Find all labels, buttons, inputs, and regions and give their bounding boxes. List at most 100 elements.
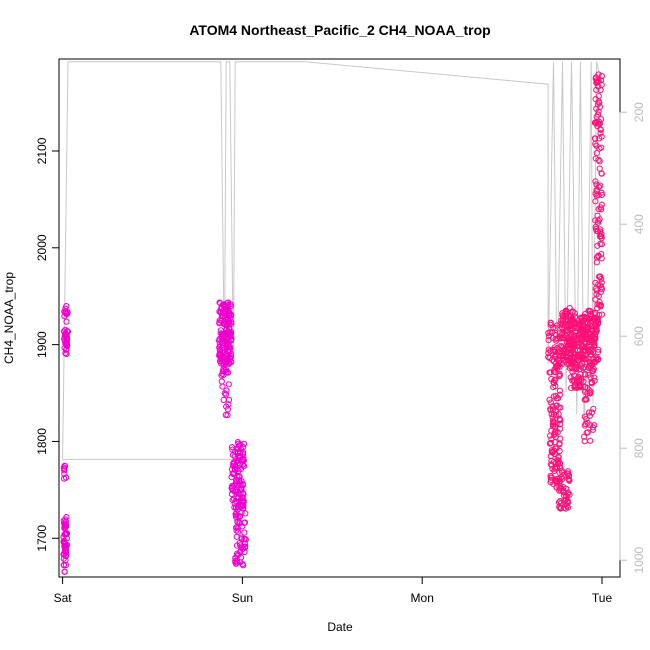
data-point: [584, 320, 591, 327]
data-point: [234, 519, 241, 526]
data-point: [553, 365, 561, 372]
data-point: [556, 372, 563, 379]
data-point: [226, 359, 233, 366]
data-point: [552, 424, 559, 431]
data-point: [582, 384, 589, 391]
data-point: [592, 217, 599, 224]
data-point: [546, 354, 553, 361]
data-point: [559, 360, 566, 367]
data-point: [241, 529, 248, 536]
data-point: [225, 361, 232, 368]
data-point: [594, 319, 602, 326]
data-point: [225, 381, 232, 388]
data-point: [235, 528, 242, 535]
x-tick-label: Tue: [592, 591, 613, 605]
data-point: [595, 108, 602, 115]
data-point: [593, 259, 600, 266]
data-point: [61, 470, 68, 477]
data-point: [216, 352, 223, 359]
data-point: [223, 312, 230, 319]
data-point: [234, 506, 241, 513]
data-point: [223, 368, 230, 375]
data-point: [598, 255, 605, 262]
data-point: [567, 325, 574, 333]
data-point: [584, 390, 591, 397]
data-point: [595, 93, 602, 100]
data-point: [228, 491, 235, 498]
data-point: [221, 320, 229, 327]
data-point: [586, 307, 593, 314]
data-point: [585, 330, 592, 337]
data-point: [225, 307, 232, 314]
data-point: [566, 491, 573, 498]
data-point: [62, 340, 69, 347]
data-point: [565, 473, 573, 480]
data-point: [585, 409, 593, 416]
data-point: [566, 345, 573, 352]
data-point: [582, 311, 589, 318]
data-point: [559, 352, 566, 359]
data-point: [228, 466, 235, 473]
data-point: [595, 83, 602, 90]
data-point: [232, 559, 239, 566]
data-point: [229, 487, 236, 494]
data-point: [592, 296, 599, 303]
data-point: [591, 377, 598, 384]
data-point: [571, 372, 578, 379]
data-point: [580, 378, 587, 385]
x-tick-label: Sat: [54, 591, 73, 605]
data-point: [216, 344, 223, 351]
y-axis-label: CH4_NOAA_trop: [2, 272, 16, 364]
data-point: [230, 459, 237, 466]
data-point: [596, 145, 603, 152]
data-point: [220, 339, 227, 347]
data-point: [232, 487, 239, 494]
data-point: [566, 365, 574, 372]
data-point: [239, 501, 246, 508]
data-point: [228, 329, 235, 336]
data-point: [550, 419, 557, 426]
data-point: [566, 477, 573, 484]
data-point: [592, 329, 600, 336]
data-point: [222, 391, 229, 398]
data-point: [224, 406, 231, 413]
data-point: [217, 343, 224, 350]
y-tick-label: 1700: [35, 525, 49, 552]
data-point: [547, 432, 554, 439]
data-point: [579, 315, 586, 322]
x-tick-label: Mon: [411, 591, 434, 605]
data-point: [547, 321, 554, 328]
data-point: [597, 204, 604, 211]
data-point: [547, 319, 554, 326]
data-point: [545, 353, 552, 360]
data-point: [62, 305, 69, 312]
data-point: [569, 377, 576, 384]
data-point: [595, 98, 602, 105]
data-point: [564, 504, 572, 511]
data-point: [589, 426, 597, 433]
data-point: [62, 463, 69, 470]
data-point: [567, 351, 574, 358]
y-tick-label: 1800: [35, 428, 49, 455]
data-point: [569, 364, 576, 371]
data-point: [233, 527, 240, 534]
data-point: [224, 412, 231, 419]
data-point: [569, 361, 577, 368]
data-point: [547, 474, 554, 481]
data-point: [557, 487, 565, 494]
data-point: [242, 510, 249, 517]
data-point: [552, 376, 559, 383]
data-point: [595, 293, 602, 300]
data-point: [63, 529, 70, 537]
data-point: [567, 374, 574, 381]
data-point: [553, 331, 560, 339]
chart-title: ATOM4 Northeast_Pacific_2 CH4_NOAA_trop: [189, 22, 490, 38]
data-point: [598, 251, 605, 258]
y-axis-right: 200 400 600 800 1000: [619, 102, 646, 574]
data-point: [593, 323, 600, 330]
data-point: [548, 375, 555, 383]
data-point: [556, 391, 564, 398]
data-point: [220, 331, 227, 338]
data-point: [238, 478, 245, 485]
